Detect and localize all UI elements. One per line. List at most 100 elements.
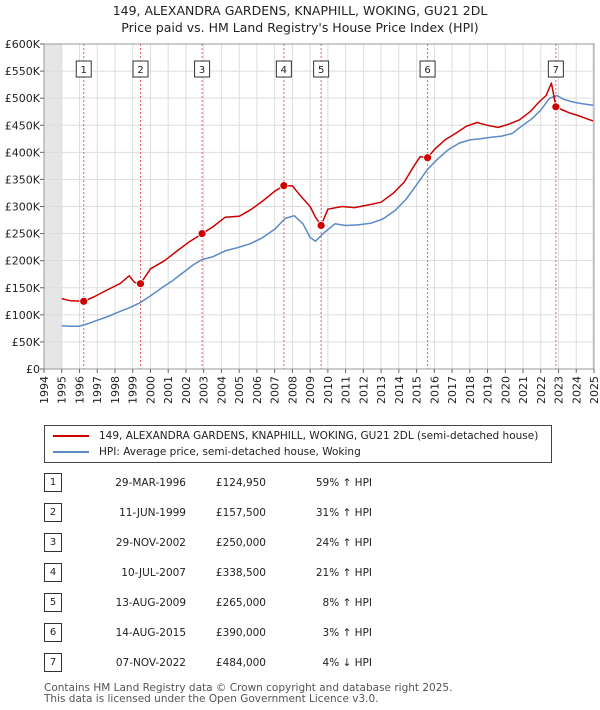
x-tick-label: 2006 (251, 376, 264, 404)
x-tick-label: 2019 (482, 376, 495, 404)
x-tick-label: 2010 (322, 376, 335, 404)
table-row: 7 07-NOV-2022 £484,000 4% ↓ HPI (0, 653, 600, 673)
y-tick-label: £0 (26, 363, 40, 376)
sale-price: £157,500 (215, 507, 266, 519)
sale-price: £338,500 (215, 567, 266, 579)
legend-swatch-red (53, 435, 89, 437)
x-tick-label: 2021 (517, 376, 530, 404)
sale-marker-badge (194, 60, 211, 78)
sale-number-badge: 2 (44, 503, 62, 522)
y-tick-label: £250K (5, 228, 41, 241)
price-chart: 1 2 3 4 5 6 7 £0 £50K £100K £150K £200K £250K £300K £… (5, 38, 600, 404)
sale-point (316, 221, 326, 230)
sale-hpi-diff: 8% ↑ HPI (322, 597, 372, 609)
sale-date: 29-NOV-2002 (115, 537, 186, 549)
x-tick-label: 2015 (411, 376, 424, 404)
legend-label-hpi: HPI: Average price, semi-detached house,… (99, 446, 361, 458)
sale-date: 13-AUG-2009 (115, 597, 186, 609)
x-tick-label: 2004 (215, 376, 228, 404)
sale-point (79, 296, 89, 306)
x-tick-label: 2001 (162, 376, 175, 404)
sale-date: 29-MAR-1996 (115, 477, 186, 489)
sale-date: 11-JUN-1999 (119, 507, 186, 519)
sale-marker-label: 5 (318, 65, 324, 76)
sale-price: £124,950 (215, 477, 266, 489)
sale-marker-label: 1 (81, 65, 87, 76)
table-row: 1 29-MAR-1996 £124,950 59% ↑ HPI (0, 473, 600, 493)
x-tick-label: 2009 (304, 376, 317, 404)
sale-price: £265,000 (215, 597, 266, 609)
license-line: This data is licensed under the Open Gov… (44, 693, 379, 705)
x-tick-label: 2018 (464, 376, 477, 404)
sale-point (423, 153, 432, 163)
y-tick-label: £350K (5, 173, 41, 186)
x-tick-label: 2017 (446, 376, 459, 404)
sale-date: 07-NOV-2022 (115, 657, 186, 669)
sale-number-badge: 3 (44, 533, 62, 552)
sale-marker-label: 7 (553, 65, 559, 76)
chart-title-line: 149, ALEXANDRA GARDENS, KNAPHILL, WOKING… (112, 3, 488, 18)
sale-point (136, 279, 145, 289)
x-tick-label: 2011 (340, 376, 353, 404)
sale-marker-badge (132, 60, 149, 78)
x-tick-label: 2000 (144, 376, 157, 404)
chart-subtitle-line: Price paid vs. HM Land Registry's House … (121, 20, 479, 35)
y-tick-label: £150K (5, 282, 41, 295)
x-tick-label: 2025 (588, 376, 600, 404)
sale-number-badge: 7 (44, 653, 62, 672)
sale-number-badge: 5 (44, 593, 62, 612)
sale-point (197, 229, 207, 238)
attribution-line: Contains HM Land Registry data © Crown c… (44, 682, 453, 694)
sale-marker-label: 4 (281, 65, 287, 76)
x-tick-label: 2007 (269, 376, 282, 404)
x-tick-label: 2016 (428, 376, 441, 404)
table-row: 6 14-AUG-2015 £390,000 3% ↑ HPI (0, 623, 600, 643)
chart-legend: 149, ALEXANDRA GARDENS, KNAPHILL, WOKING… (44, 425, 552, 463)
y-tick-label: £600K (5, 38, 41, 51)
sale-marker-badge (419, 60, 436, 78)
y-tick-label: £550K (5, 65, 41, 78)
sale-date: 10-JUL-2007 (121, 567, 186, 579)
chart-title: 149, ALEXANDRA GARDENS, KNAPHILL, WOKING… (0, 2, 600, 36)
y-tick-label: £300K (5, 201, 41, 214)
sale-point (551, 102, 561, 112)
x-tick-label: 2023 (553, 376, 566, 404)
y-tick-label: £100K (5, 309, 41, 322)
y-tick-label: £450K (5, 119, 41, 132)
sale-number-badge: 1 (44, 473, 62, 492)
x-tick-label: 2002 (180, 376, 193, 404)
property-series-line (61, 82, 594, 303)
y-tick-label: £500K (5, 92, 41, 105)
x-tick-label: 2005 (233, 376, 246, 404)
x-tick-label: 2003 (198, 376, 211, 404)
y-tick-label: £50K (12, 336, 41, 349)
sale-number-badge: 4 (44, 563, 62, 582)
attribution-footer: Contains HM Land Registry data © Crown c… (44, 683, 452, 705)
sale-price: £390,000 (215, 627, 266, 639)
y-tick-label: £200K (5, 255, 41, 268)
sale-marker-label: 6 (424, 65, 430, 76)
x-tick-label: 1997 (91, 376, 104, 404)
x-tick-label: 1998 (109, 376, 122, 404)
x-tick-label: 2020 (499, 376, 512, 404)
sale-hpi-diff: 59% ↑ HPI (315, 477, 372, 489)
sale-point (279, 181, 289, 191)
x-tick-label: 1994 (38, 376, 51, 404)
x-tick-label: 2024 (570, 376, 583, 404)
table-row: 2 11-JUN-1999 £157,500 31% ↑ HPI (0, 503, 600, 523)
hpi-series-line (61, 94, 594, 327)
table-row: 5 13-AUG-2009 £265,000 8% ↑ HPI (0, 593, 600, 613)
legend-label-property: 149, ALEXANDRA GARDENS, KNAPHILL, WOKING… (99, 430, 539, 442)
x-tick-label: 2022 (535, 376, 548, 404)
sale-marker-label: 3 (199, 65, 205, 76)
sale-marker-badge (275, 60, 292, 78)
y-tick-label: £400K (5, 146, 41, 159)
legend-swatch-blue (53, 451, 89, 453)
sale-marker-label: 2 (137, 65, 143, 76)
sale-number-badge: 6 (44, 623, 62, 642)
sale-price: £484,000 (215, 657, 266, 669)
sale-date: 14-AUG-2015 (115, 627, 186, 639)
x-tick-label: 2013 (375, 376, 388, 404)
x-tick-label: 2014 (393, 376, 406, 404)
table-row: 3 29-NOV-2002 £250,000 24% ↑ HPI (0, 533, 600, 553)
